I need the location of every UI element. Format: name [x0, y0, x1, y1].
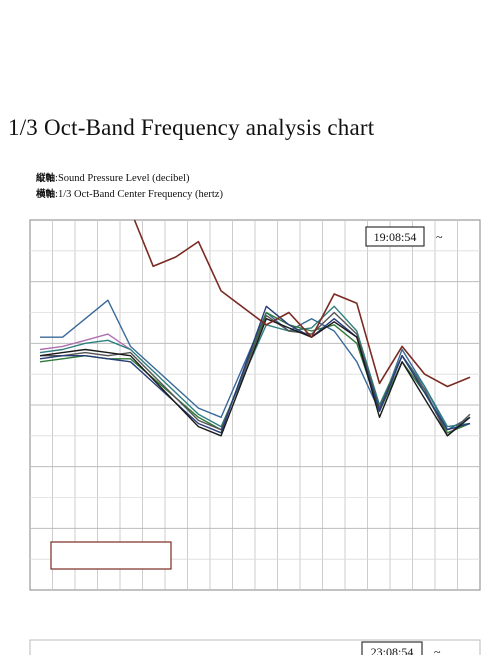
x-axis-legend: 横軸:1/3 Oct-Band Center Frequency (hertz) — [36, 186, 223, 200]
annotation-box — [50, 541, 172, 570]
time-tilde: ~ — [436, 230, 443, 244]
y-axis-legend-sep: : — [55, 173, 58, 184]
x-axis-legend-text: 1/3 Oct-Band Center Frequency (hertz) — [57, 189, 223, 200]
time-box-frame — [365, 226, 425, 247]
x-axis-legend-sep: : — [55, 189, 58, 200]
page-title: 1/3 Oct-Band Frequency analysis chart — [8, 115, 375, 140]
time-box: 19:08:54 ~ — [365, 226, 443, 247]
x-axis-legend-prefix: 横軸 — [36, 189, 56, 200]
annotation-frame — [50, 541, 172, 570]
series-line-red — [133, 219, 471, 388]
y-axis-legend-prefix: 縦軸 — [36, 173, 56, 184]
time-box-2-frame — [361, 641, 423, 655]
time-box-2-text: 23:08:54 — [371, 645, 414, 655]
series-line-black — [39, 318, 471, 437]
chart-series — [39, 219, 471, 437]
time-tilde-2: ~ — [434, 645, 441, 655]
second-chart: 23:08:54 ~ — [29, 639, 481, 655]
series-line-navy — [39, 305, 471, 434]
y-axis-legend-text: Sound Pressure Level (decibel) — [57, 173, 190, 184]
series-line-purple — [39, 333, 131, 351]
y-axis-legend: 縦軸:Sound Pressure Level (decibel) — [36, 170, 189, 184]
chart-grid — [29, 219, 481, 591]
second-chart-frame — [29, 639, 481, 655]
time-box-text: 19:08:54 — [374, 230, 417, 244]
